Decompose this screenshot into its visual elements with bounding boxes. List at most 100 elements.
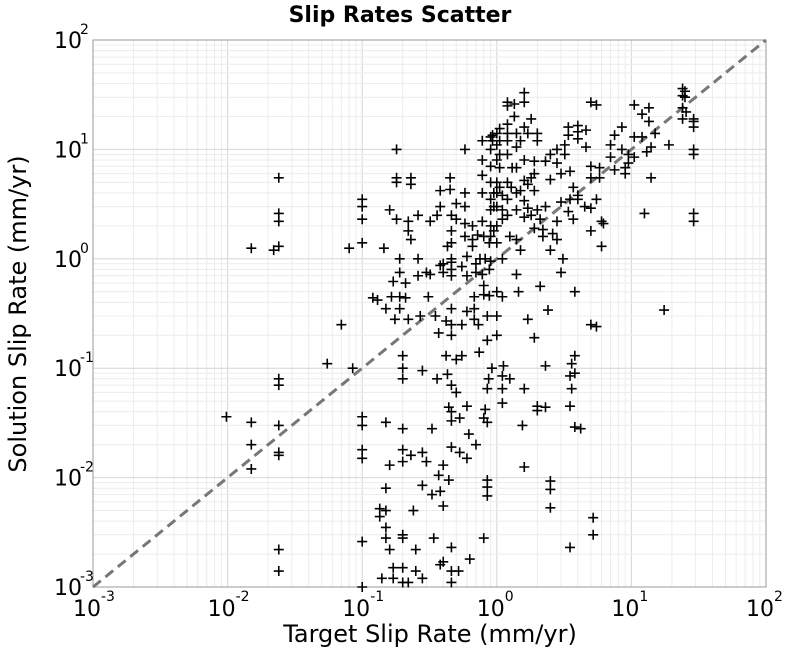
y-tick-label: 101: [54, 131, 89, 163]
data-point: [637, 131, 648, 142]
data-point: [594, 162, 605, 173]
data-point: [491, 201, 502, 212]
data-point: [563, 206, 574, 217]
data-point: [497, 204, 508, 215]
data-point: [519, 87, 530, 98]
data-point: [681, 106, 692, 117]
data-point: [591, 99, 602, 110]
data-point: [391, 177, 402, 188]
data-point: [435, 486, 446, 497]
data-point: [446, 303, 457, 314]
data-point: [246, 417, 257, 428]
data-point: [643, 102, 654, 113]
data-point: [547, 228, 558, 239]
data-point: [461, 401, 472, 412]
data-point: [502, 149, 513, 160]
data-point: [485, 231, 496, 242]
data-point: [435, 201, 446, 212]
data-point: [477, 269, 488, 280]
data-point: [535, 214, 546, 225]
data-point: [405, 450, 416, 461]
data-point: [389, 314, 400, 325]
data-point: [659, 305, 670, 316]
data-point: [388, 562, 399, 573]
x-tick-base: 10: [73, 597, 101, 622]
data-point: [417, 365, 428, 376]
data-point: [545, 149, 556, 160]
data-point: [545, 174, 556, 185]
data-point: [425, 216, 436, 227]
data-point: [477, 155, 488, 166]
data-point: [688, 216, 699, 227]
data-point: [380, 303, 391, 314]
data-point: [511, 128, 522, 139]
x-tick-label: 10 1: [611, 589, 648, 622]
grid: [92, 40, 766, 588]
data-point: [477, 216, 488, 227]
data-point: [470, 439, 481, 450]
data-point: [273, 216, 284, 227]
data-point: [459, 231, 470, 242]
chart-title: Slip Rates Scatter: [289, 3, 512, 28]
data-point: [403, 216, 414, 227]
data-point: [529, 185, 540, 196]
data-point: [486, 363, 497, 374]
data-point: [433, 327, 444, 338]
data-point: [529, 156, 540, 167]
data-point: [585, 203, 596, 214]
data-point: [540, 156, 551, 167]
y-tick-exponent: -2: [80, 460, 94, 476]
y-tick-label: 100: [54, 241, 89, 273]
data-point: [413, 210, 424, 221]
data-point: [403, 225, 414, 236]
data-point: [591, 194, 602, 205]
data-point: [380, 505, 391, 516]
data-point: [273, 566, 284, 577]
x-tick-label: 10 0: [477, 589, 514, 622]
data-point: [453, 566, 464, 577]
y-tick-label: 10-2: [54, 460, 94, 492]
data-point: [415, 311, 426, 322]
data-point: [581, 142, 592, 153]
data-point: [336, 319, 347, 330]
data-point: [485, 161, 496, 172]
x-tick-base: 10: [477, 597, 505, 622]
data-point: [588, 512, 599, 523]
x-tick-labels: 10 -3 10 -2 10 -1 10 0 10 1 10 2: [73, 589, 783, 622]
data-point: [426, 489, 437, 500]
data-point: [246, 463, 257, 474]
x-tick-exponent: -2: [236, 589, 250, 605]
data-point: [517, 420, 528, 431]
data-point: [246, 243, 257, 254]
data-point: [461, 453, 472, 464]
data-point: [445, 172, 456, 183]
data-point: [482, 417, 493, 428]
data-point: [394, 253, 405, 264]
data-point: [397, 533, 408, 544]
data-point: [515, 135, 526, 146]
data-point: [545, 484, 556, 495]
data-point: [425, 269, 436, 280]
data-point: [494, 123, 505, 134]
y-tick-label: 102: [54, 22, 89, 54]
data-point: [502, 100, 513, 111]
data-point: [491, 187, 502, 198]
data-point: [405, 179, 416, 190]
data-point: [384, 460, 395, 471]
data-point: [537, 231, 548, 242]
data-point: [519, 155, 530, 166]
data-point: [641, 146, 652, 157]
data-point: [384, 204, 395, 215]
data-point: [559, 139, 570, 150]
data-point: [542, 305, 553, 316]
data-point: [394, 291, 405, 302]
data-point: [357, 237, 368, 248]
data-point: [532, 135, 543, 146]
data-point: [459, 187, 470, 198]
data-point: [679, 92, 690, 103]
data-point: [246, 439, 257, 450]
data-point: [502, 194, 513, 205]
data-point: [273, 241, 284, 252]
data-point: [344, 243, 355, 254]
data-point: [596, 241, 607, 252]
